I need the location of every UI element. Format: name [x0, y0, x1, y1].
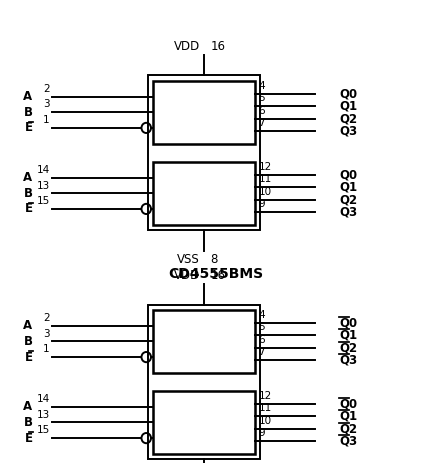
Text: 13: 13: [36, 410, 50, 419]
Text: E: E: [24, 202, 32, 215]
Bar: [148, 75, 260, 230]
Text: 7: 7: [258, 347, 265, 357]
Text: 6: 6: [258, 106, 265, 116]
Text: 10: 10: [258, 187, 271, 197]
Text: 16: 16: [210, 269, 226, 282]
Text: Q3: Q3: [339, 206, 357, 219]
Text: E: E: [24, 350, 32, 363]
Text: 10: 10: [258, 416, 271, 426]
Text: Q1: Q1: [339, 410, 357, 423]
Text: CD4555BMS: CD4555BMS: [168, 267, 264, 281]
Text: 9: 9: [258, 428, 265, 438]
Text: Q2: Q2: [339, 422, 357, 435]
Text: Q1: Q1: [339, 329, 357, 342]
Text: B: B: [23, 106, 32, 119]
Bar: [153, 81, 255, 144]
Text: 11: 11: [258, 174, 272, 184]
Text: A: A: [23, 319, 32, 332]
Text: B: B: [23, 416, 32, 429]
Text: 14: 14: [36, 394, 50, 404]
Text: E: E: [24, 121, 32, 134]
Text: A: A: [23, 90, 32, 103]
Text: 4: 4: [258, 310, 265, 320]
Text: Q0: Q0: [339, 397, 357, 410]
Text: 7: 7: [258, 118, 265, 128]
Text: 5: 5: [258, 93, 265, 103]
Text: VSS: VSS: [177, 253, 200, 266]
Text: 1: 1: [43, 344, 50, 354]
Text: 15: 15: [36, 425, 50, 435]
Text: 2: 2: [43, 84, 50, 94]
Text: Q1: Q1: [339, 100, 357, 113]
Text: Q1: Q1: [339, 181, 357, 194]
Text: Q0: Q0: [339, 168, 357, 181]
Text: 11: 11: [258, 403, 272, 413]
Text: Q3: Q3: [339, 354, 357, 367]
Text: 9: 9: [258, 199, 265, 209]
Bar: [153, 162, 255, 225]
Text: B: B: [23, 187, 32, 200]
Text: Q0: Q0: [339, 87, 357, 100]
Bar: [153, 310, 255, 373]
Bar: [153, 391, 255, 454]
Text: 3: 3: [43, 329, 50, 338]
Text: VDD: VDD: [174, 269, 200, 282]
Text: 15: 15: [36, 196, 50, 206]
Text: E: E: [24, 432, 32, 444]
Text: Q2: Q2: [339, 341, 357, 354]
Text: 3: 3: [43, 100, 50, 109]
Text: 12: 12: [258, 162, 272, 172]
Text: Q0: Q0: [339, 316, 357, 329]
Text: 14: 14: [36, 165, 50, 175]
Text: Q2: Q2: [339, 193, 357, 206]
Text: Q3: Q3: [339, 125, 357, 138]
Text: 1: 1: [43, 115, 50, 125]
Text: 13: 13: [36, 181, 50, 191]
Text: 16: 16: [210, 40, 226, 53]
Text: 2: 2: [43, 313, 50, 323]
Text: 4: 4: [258, 81, 265, 91]
Text: 12: 12: [258, 391, 272, 401]
Text: VDD: VDD: [174, 40, 200, 53]
Text: 5: 5: [258, 322, 265, 332]
Text: Q3: Q3: [339, 435, 357, 448]
Text: Q2: Q2: [339, 112, 357, 125]
Bar: [148, 305, 260, 459]
Text: 6: 6: [258, 335, 265, 345]
Text: A: A: [23, 171, 32, 184]
Text: B: B: [23, 335, 32, 348]
Text: 8: 8: [210, 253, 218, 266]
Text: A: A: [23, 400, 32, 413]
